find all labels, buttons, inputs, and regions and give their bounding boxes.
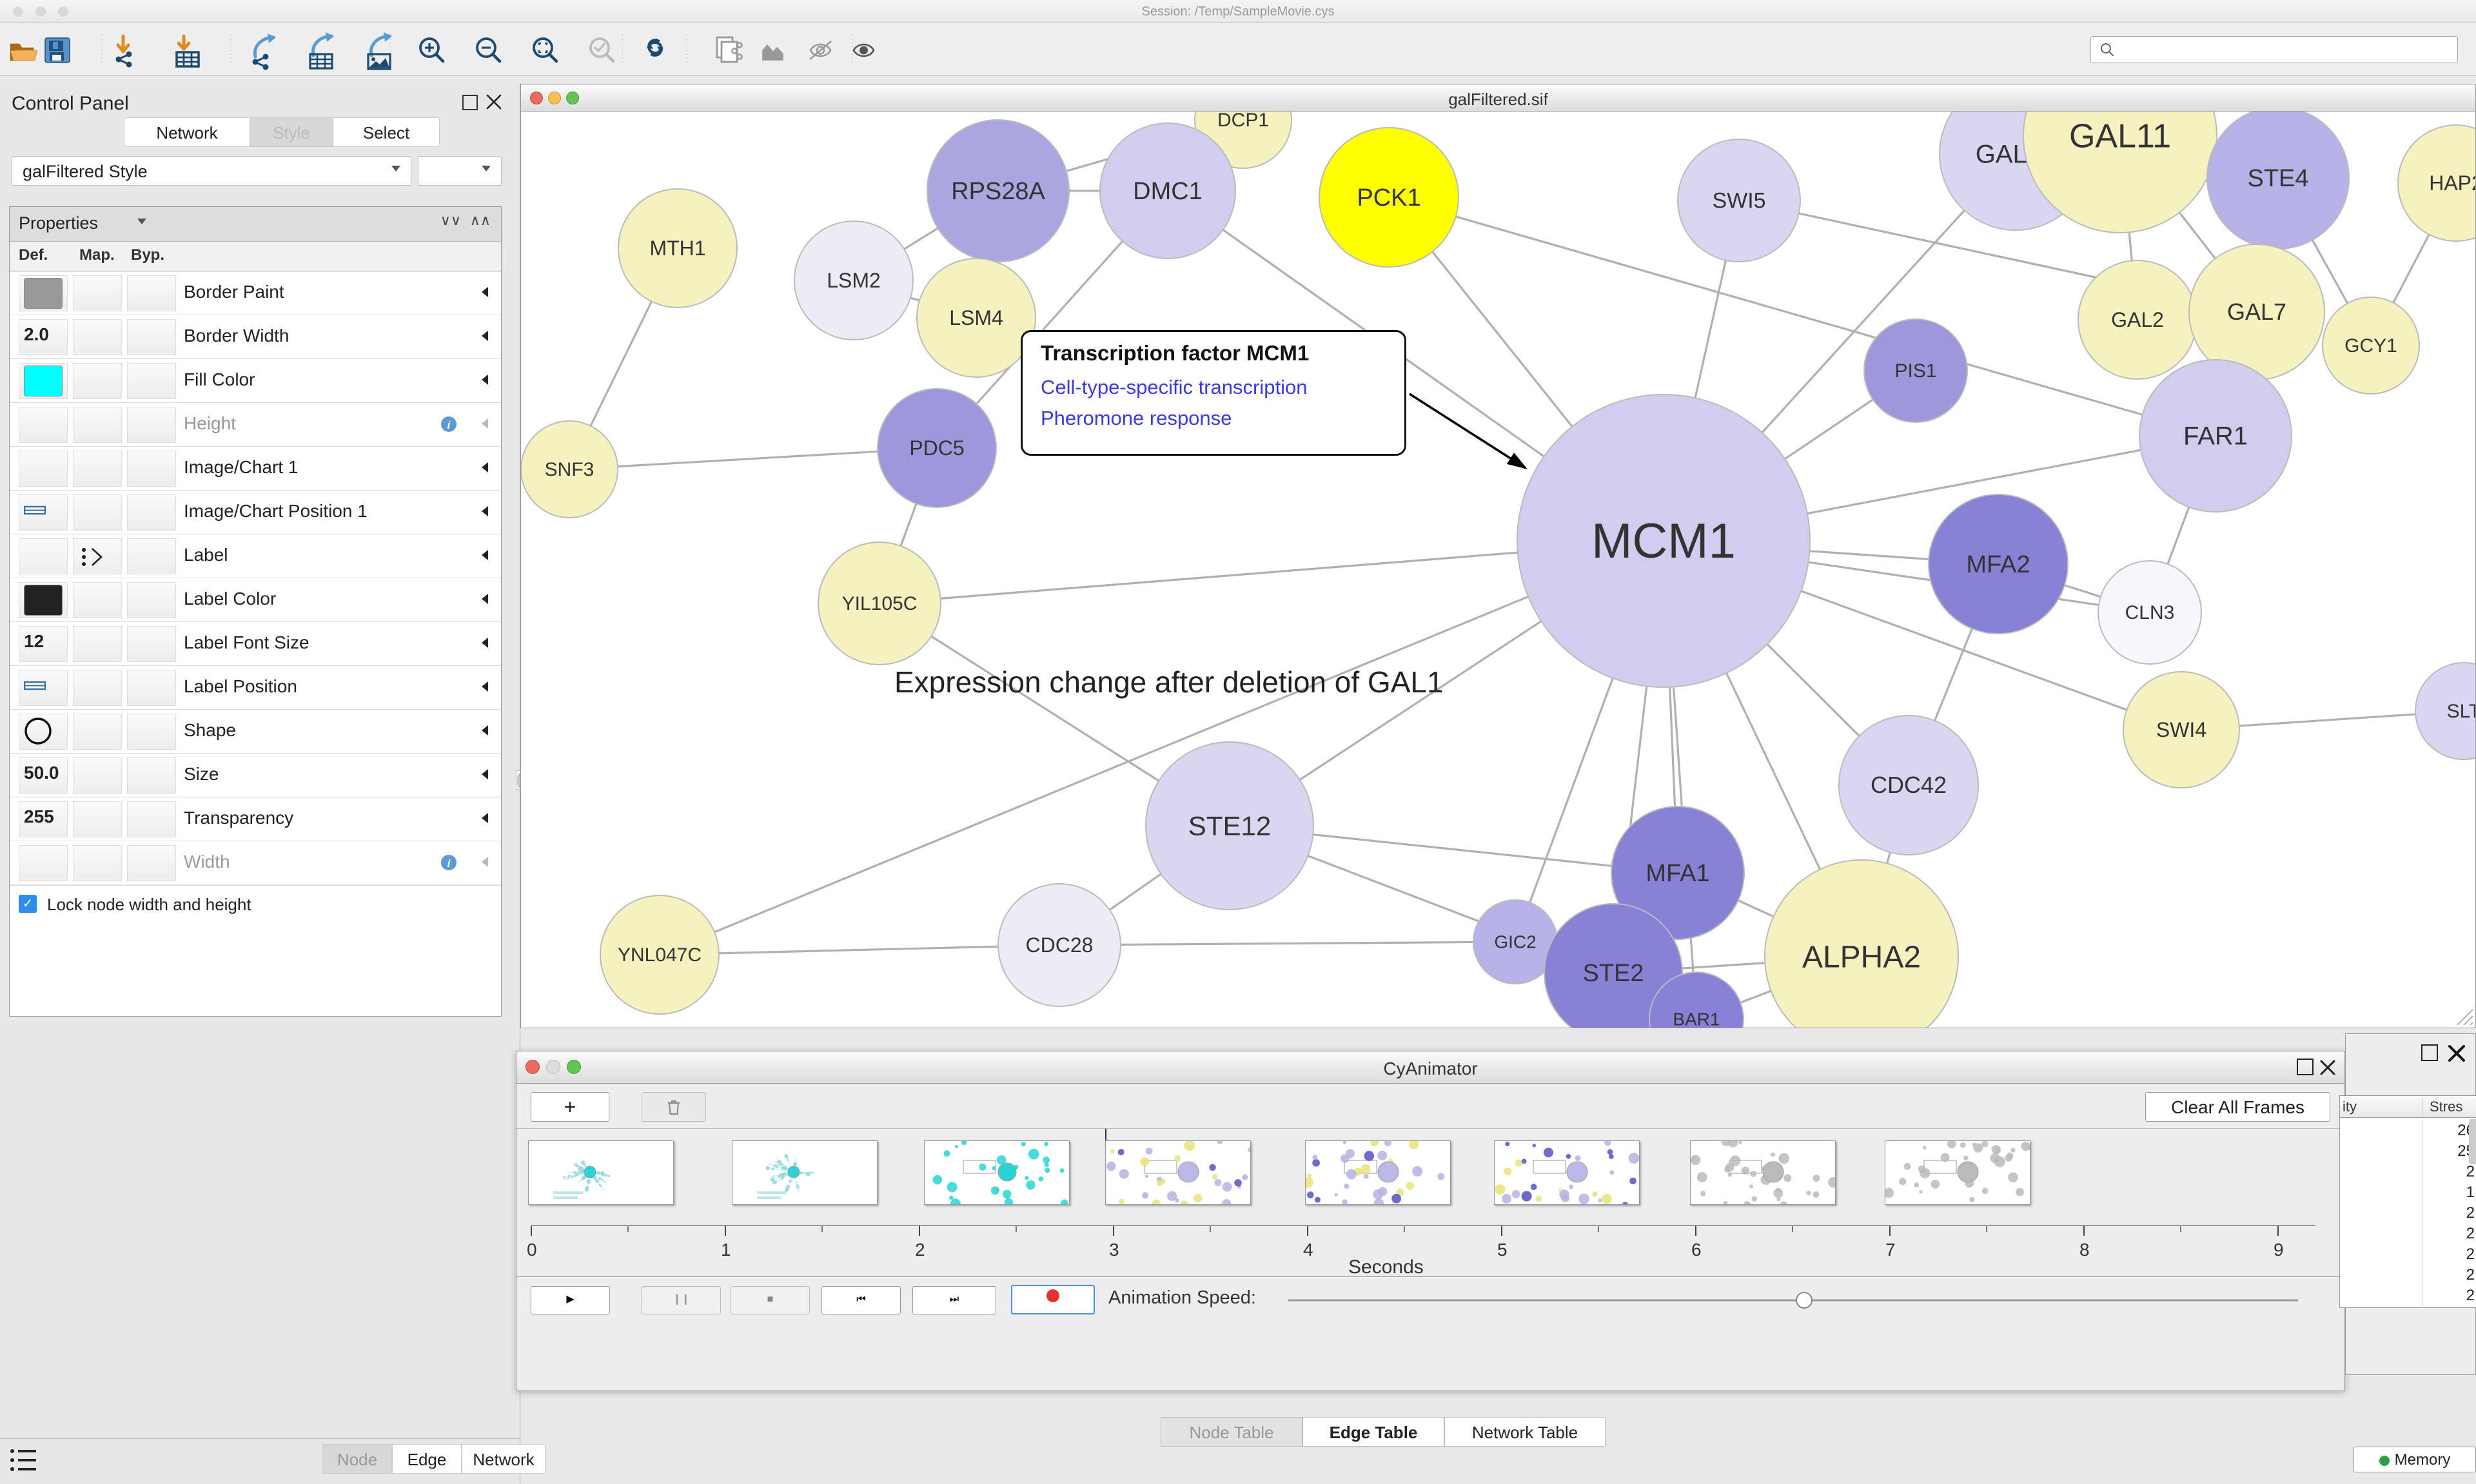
svg-text:PIS1: PIS1 (1894, 360, 1936, 382)
svg-text:SWI4: SWI4 (2156, 718, 2206, 741)
svg-text:YNL047C: YNL047C (618, 944, 702, 966)
svg-text:ALPHA2: ALPHA2 (1802, 940, 1921, 974)
svg-text:CLN3: CLN3 (2125, 602, 2175, 623)
svg-text:PDC5: PDC5 (909, 436, 964, 460)
svg-text:DMC1: DMC1 (1133, 178, 1203, 205)
svg-text:GIC2: GIC2 (1494, 932, 1536, 952)
svg-text:YIL105C: YIL105C (842, 593, 918, 614)
svg-text:RPS28A: RPS28A (951, 178, 1045, 205)
svg-text:MFA1: MFA1 (1646, 860, 1709, 887)
svg-text:SWI5: SWI5 (1712, 189, 1765, 213)
svg-text:STE12: STE12 (1188, 810, 1271, 841)
svg-text:CDC42: CDC42 (1871, 772, 1947, 798)
svg-text:MTH1: MTH1 (649, 237, 705, 260)
svg-text:DCP1: DCP1 (1217, 112, 1269, 131)
svg-text:CDC28: CDC28 (1026, 933, 1094, 957)
svg-text:GAL7: GAL7 (2227, 298, 2286, 325)
svg-text:HAP2: HAP2 (2429, 171, 2475, 195)
svg-text:FAR1: FAR1 (2183, 422, 2248, 451)
svg-text:PCK1: PCK1 (1357, 184, 1420, 211)
svg-text:STE4: STE4 (2247, 165, 2308, 192)
svg-text:GCY1: GCY1 (2344, 335, 2397, 356)
svg-text:STE2: STE2 (1582, 960, 1644, 987)
svg-text:LSM2: LSM2 (827, 269, 881, 292)
svg-text:MFA2: MFA2 (1966, 551, 2030, 578)
svg-text:SLT: SLT (2447, 701, 2475, 722)
svg-text:SNF3: SNF3 (545, 459, 594, 480)
svg-text:GAL2: GAL2 (2111, 308, 2164, 331)
svg-text:GAL11: GAL11 (2069, 118, 2171, 155)
svg-text:BAR1: BAR1 (1673, 1010, 1720, 1028)
svg-text:LSM4: LSM4 (949, 306, 1003, 329)
